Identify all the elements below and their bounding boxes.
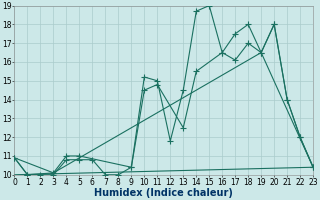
X-axis label: Humidex (Indice chaleur): Humidex (Indice chaleur) [94,188,233,198]
